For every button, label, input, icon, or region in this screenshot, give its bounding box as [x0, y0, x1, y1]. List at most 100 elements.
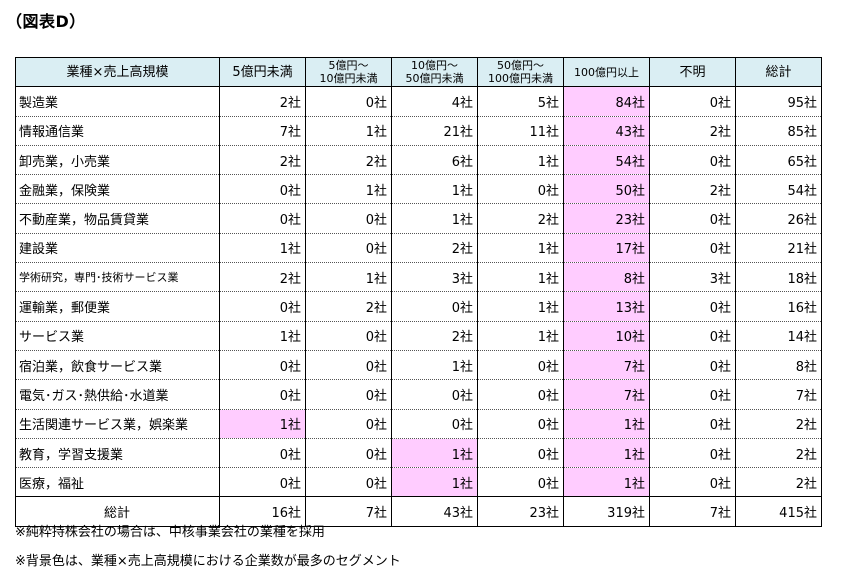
count-cell: 0社 — [649, 379, 736, 410]
count-cell: 84社 — [563, 86, 650, 117]
table-row: 金融業，保険業 0社 1社 1社 0社 50社 2社 54社 — [15, 174, 822, 205]
column-header: 50億円～ 100億円未満 — [477, 56, 564, 88]
count-cell: 1社 — [477, 232, 564, 264]
count-cell: 1社 — [563, 437, 650, 469]
count-cell: 7社 — [563, 379, 650, 410]
industry-name: 生活関連サービス業，娯楽業 — [15, 408, 220, 439]
table-row: 製造業 2社 0社 4社 5社 84社 0社 95社 — [15, 86, 822, 117]
count-cell: 21社 — [391, 115, 478, 146]
industry-name: 宿泊業，飲食サービス業 — [15, 349, 220, 381]
count-cell: 2社 — [735, 408, 822, 439]
count-cell: 5社 — [477, 86, 564, 117]
table-body: 製造業 2社 0社 4社 5社 84社 0社 95社 情報通信業 7社 1社 21社 11社 43社 2社 8… — [15, 86, 822, 527]
total-cell: 16社 — [219, 496, 306, 527]
count-cell: 7社 — [219, 115, 306, 146]
column-header: 5億円～ 10億円未満 — [305, 56, 392, 88]
count-cell: 0社 — [305, 408, 392, 439]
count-cell: 2社 — [735, 467, 822, 498]
count-cell: 0社 — [649, 232, 736, 264]
count-cell: 2社 — [219, 262, 306, 293]
count-cell: 1社 — [477, 291, 564, 322]
column-header: 5億円未満 — [219, 56, 306, 88]
count-cell: 3社 — [391, 262, 478, 293]
count-cell: 11社 — [477, 115, 564, 146]
count-cell: 1社 — [477, 262, 564, 293]
count-cell: 0社 — [219, 291, 306, 322]
industry-name: 卸売業，小売業 — [15, 144, 220, 176]
count-cell: 1社 — [563, 408, 650, 439]
count-cell: 2社 — [219, 86, 306, 117]
count-cell: 1社 — [219, 408, 306, 439]
count-cell: 54社 — [563, 144, 650, 176]
count-cell: 0社 — [477, 437, 564, 469]
total-cell: 319社 — [563, 496, 650, 527]
total-cell: 7社 — [649, 496, 736, 527]
count-cell: 0社 — [305, 232, 392, 264]
column-header: 100億円以上 — [563, 56, 650, 88]
count-cell: 0社 — [219, 203, 306, 234]
count-cell: 1社 — [219, 320, 306, 351]
count-cell: 23社 — [563, 203, 650, 234]
total-label: 総計 — [15, 496, 220, 527]
industry-name: 医療，福祉 — [15, 467, 220, 498]
count-cell: 0社 — [649, 349, 736, 381]
table-row: 運輸業，郵便業 0社 2社 0社 1社 13社 0社 16社 — [15, 291, 822, 322]
count-cell: 8社 — [563, 262, 650, 293]
count-cell: 1社 — [391, 174, 478, 205]
count-cell: 13社 — [563, 291, 650, 322]
count-cell: 0社 — [219, 174, 306, 205]
industry-name: 製造業 — [15, 86, 220, 117]
count-cell: 0社 — [305, 349, 392, 381]
count-cell: 0社 — [477, 174, 564, 205]
count-cell: 0社 — [305, 86, 392, 117]
count-cell: 0社 — [477, 379, 564, 410]
count-cell: 0社 — [649, 467, 736, 498]
table-row: 学術研究，専門･技術サービス業 2社 1社 3社 1社 8社 3社 18社 — [15, 262, 822, 293]
count-cell: 0社 — [649, 291, 736, 322]
column-header: 総計 — [735, 56, 822, 88]
count-cell: 2社 — [649, 174, 736, 205]
count-cell: 2社 — [649, 115, 736, 146]
count-cell: 3社 — [649, 262, 736, 293]
count-cell: 0社 — [477, 349, 564, 381]
table-row: 生活関連サービス業，娯楽業 1社 0社 0社 0社 1社 0社 2社 — [15, 408, 822, 439]
table-row: 教育，学習支援業 0社 0社 1社 0社 1社 0社 2社 — [15, 437, 822, 469]
note-background-color: ※背景色は、業種×売上高規模における企業数が最多のセグメント — [15, 554, 401, 569]
count-cell: 7社 — [563, 349, 650, 381]
total-row: 総計 16社 7社 43社 23社 319社 7社 415社 — [15, 496, 822, 527]
industry-name: 情報通信業 — [15, 115, 220, 146]
table-row: サービス業 1社 0社 2社 1社 10社 0社 14社 — [15, 320, 822, 351]
corner-header: 業種×売上高規模 — [15, 56, 220, 88]
count-cell: 7社 — [735, 379, 822, 410]
count-cell: 1社 — [391, 349, 478, 381]
count-cell: 0社 — [649, 203, 736, 234]
count-cell: 0社 — [219, 437, 306, 469]
count-cell: 2社 — [305, 291, 392, 322]
count-cell: 18社 — [735, 262, 822, 293]
count-cell: 0社 — [649, 437, 736, 469]
count-cell: 2社 — [391, 232, 478, 264]
count-cell: 0社 — [391, 408, 478, 439]
count-cell: 0社 — [391, 379, 478, 410]
industry-name: 学術研究，専門･技術サービス業 — [15, 262, 220, 293]
count-cell: 4社 — [391, 86, 478, 117]
figure-title: （図表D） — [6, 12, 86, 31]
count-cell: 95社 — [735, 86, 822, 117]
column-header: 不明 — [649, 56, 736, 88]
count-cell: 54社 — [735, 174, 822, 205]
table-row: 不動産業，物品賃貸業 0社 0社 1社 2社 23社 0社 26社 — [15, 203, 822, 234]
count-cell: 0社 — [391, 291, 478, 322]
count-cell: 0社 — [219, 349, 306, 381]
count-cell: 1社 — [391, 437, 478, 469]
count-cell: 16社 — [735, 291, 822, 322]
count-cell: 14社 — [735, 320, 822, 351]
table-row: 宿泊業，飲食サービス業 0社 0社 1社 0社 7社 0社 8社 — [15, 349, 822, 381]
note-holding-company: ※純粋持株会社の場合は、中核事業会社の業種を採用 — [15, 525, 325, 540]
industry-name: サービス業 — [15, 320, 220, 351]
count-cell: 2社 — [735, 437, 822, 469]
industry-revenue-table: 業種×売上高規模 5億円未満 5億円～ 10億円未満 10億円～ 50億円未満 50億円～… — [15, 56, 822, 527]
count-cell: 1社 — [391, 203, 478, 234]
count-cell: 21社 — [735, 232, 822, 264]
industry-name: 不動産業，物品賃貸業 — [15, 203, 220, 234]
count-cell: 2社 — [477, 203, 564, 234]
